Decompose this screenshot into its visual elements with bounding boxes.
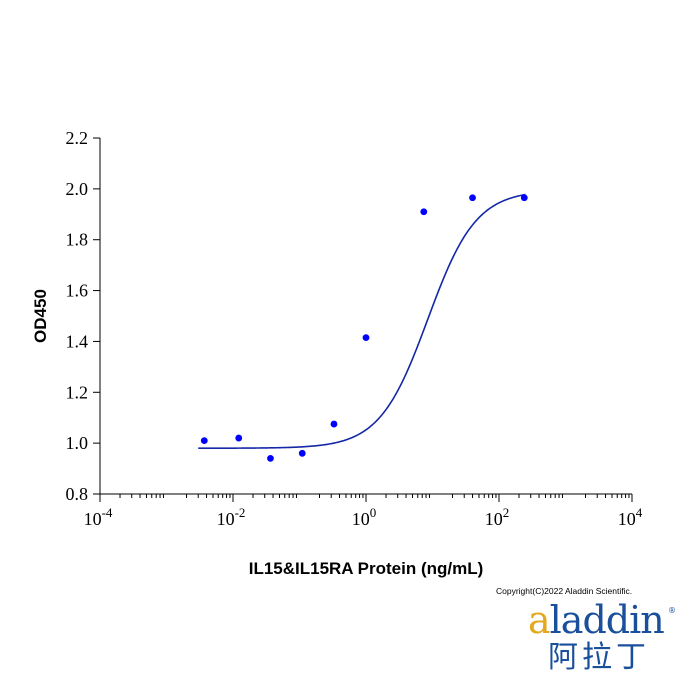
y-tick-label: 1.0 bbox=[66, 433, 89, 453]
logo-chinese-text: 阿拉丁 bbox=[548, 640, 650, 675]
x-tick-label: 10-2 bbox=[217, 505, 246, 529]
y-tick-label: 1.4 bbox=[66, 331, 89, 351]
x-tick-label: 104 bbox=[618, 505, 643, 529]
copyright-text: Copyright(C)2022 Aladdin Scientific. bbox=[496, 586, 633, 596]
y-tick-label: 2.2 bbox=[66, 128, 89, 148]
data-points bbox=[200, 194, 528, 462]
y-tick-label: 1.6 bbox=[66, 281, 89, 301]
aladdin-logo: aladdin ® 阿拉丁 bbox=[528, 600, 678, 690]
data-point bbox=[298, 449, 306, 457]
logo-latin-text: aladdin bbox=[528, 598, 665, 642]
logo-latin-first: a bbox=[528, 598, 551, 642]
x-tick-label: 100 bbox=[352, 505, 377, 529]
y-tick-label: 0.8 bbox=[66, 484, 89, 504]
y-tick-label: 1.8 bbox=[66, 230, 89, 250]
y-axis-ticks: 0.8 1.0 1.2 1.4 1.6 1.8 2.0 2.2 bbox=[66, 128, 100, 504]
data-point bbox=[520, 194, 528, 202]
x-tick-label: 10-4 bbox=[84, 505, 113, 529]
y-axis-title: OD450 bbox=[31, 289, 50, 343]
data-point bbox=[420, 208, 428, 216]
x-tick-label: 102 bbox=[485, 505, 510, 529]
x-axis-ticks: 10-4 10-2 100 102 104 bbox=[84, 494, 643, 529]
logo-registered-mark: ® bbox=[668, 606, 676, 615]
data-point bbox=[362, 334, 370, 342]
data-point bbox=[267, 455, 274, 462]
fit-curve bbox=[198, 193, 526, 450]
y-tick-label: 1.2 bbox=[66, 382, 89, 402]
logo-latin-rest: laddin bbox=[549, 598, 665, 642]
data-point bbox=[235, 434, 243, 442]
plot-area: 0.81.01.21.41.61.82.02.2 10-4 10-2 100 102 1… bbox=[66, 128, 643, 529]
data-point bbox=[469, 194, 476, 202]
x-axis-title: IL15&IL15RA Protein (ng/mL) bbox=[249, 559, 484, 578]
data-point bbox=[330, 420, 338, 428]
data-point bbox=[200, 437, 208, 444]
y-tick-label: 2.0 bbox=[66, 179, 89, 199]
